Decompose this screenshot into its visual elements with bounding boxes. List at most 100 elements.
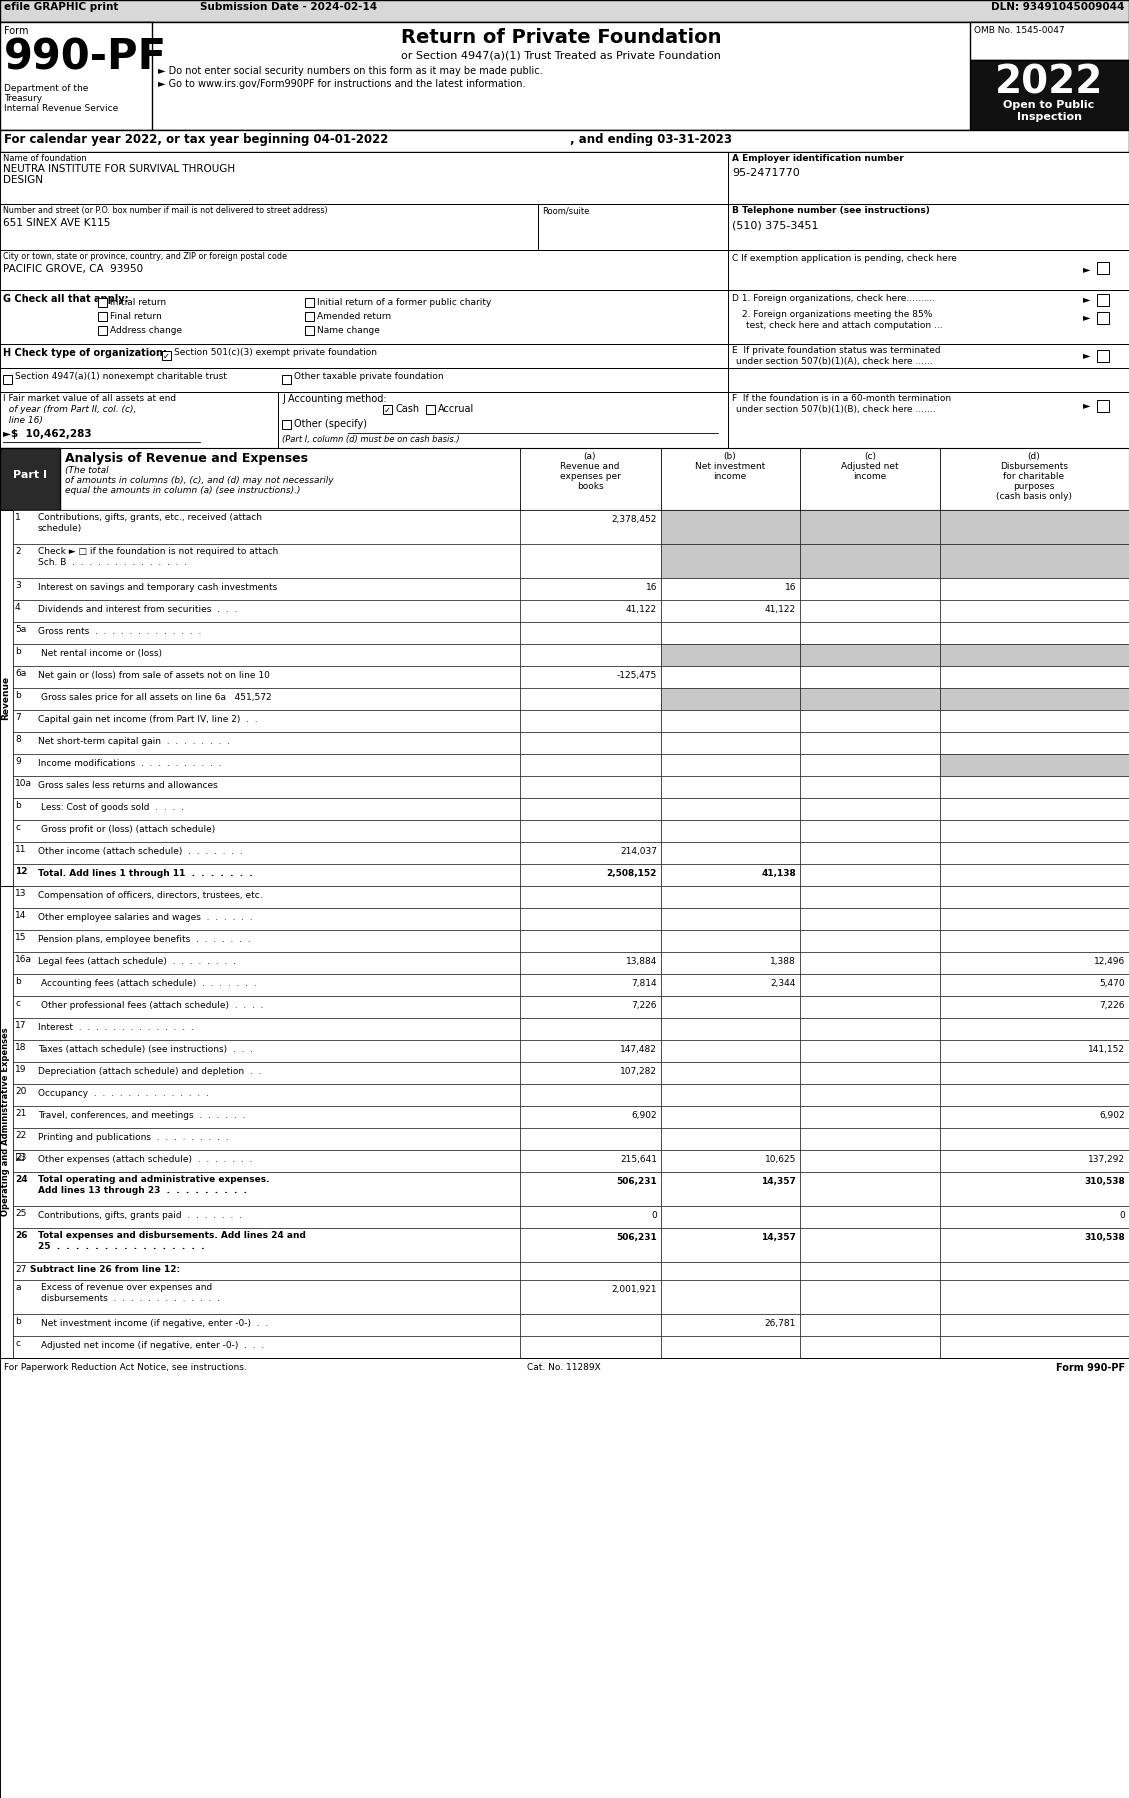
Text: 41,122: 41,122	[764, 604, 796, 613]
Bar	[3, 376, 12, 385]
Text: C If exemption application is pending, check here: C If exemption application is pending, c…	[732, 254, 957, 263]
Bar	[0, 153, 728, 203]
Text: ✓: ✓	[384, 406, 391, 415]
Bar	[1097, 295, 1109, 306]
Text: Section 4947(a)(1) nonexempt charitable trust: Section 4947(a)(1) nonexempt charitable …	[15, 372, 227, 381]
Bar	[520, 886, 660, 908]
Text: ►: ►	[1083, 295, 1091, 304]
Bar	[940, 1063, 1129, 1084]
Bar	[520, 601, 660, 622]
Text: (510) 375-3451: (510) 375-3451	[732, 219, 819, 230]
Bar	[940, 841, 1129, 865]
Text: (Part I, column (d) must be on cash basis.): (Part I, column (d) must be on cash basi…	[282, 435, 460, 444]
Bar	[800, 1151, 940, 1172]
Bar	[940, 1127, 1129, 1151]
Bar	[14, 975, 520, 996]
Bar	[520, 1280, 660, 1314]
Bar	[940, 1206, 1129, 1228]
Text: 3: 3	[15, 581, 20, 590]
Text: 2,344: 2,344	[771, 978, 796, 987]
Bar	[14, 732, 520, 753]
Bar	[14, 841, 520, 865]
Text: Accounting fees (attach schedule)  .  .  .  .  .  .  .: Accounting fees (attach schedule) . . . …	[41, 978, 256, 987]
Text: Gross profit or (loss) (attach schedule): Gross profit or (loss) (attach schedule)	[41, 825, 216, 834]
Text: I Fair market value of all assets at end: I Fair market value of all assets at end	[3, 394, 176, 403]
Text: ► Go to www.irs.gov/Form990PF for instructions and the latest information.: ► Go to www.irs.gov/Form990PF for instru…	[158, 79, 525, 88]
Bar	[728, 203, 1129, 250]
Bar	[0, 448, 1129, 511]
Bar	[1097, 351, 1109, 361]
Bar	[520, 1039, 660, 1063]
Bar	[940, 996, 1129, 1018]
Bar	[520, 1084, 660, 1106]
Bar	[800, 545, 940, 577]
Text: Compensation of officers, directors, trustees, etc.: Compensation of officers, directors, tru…	[38, 892, 263, 901]
Bar	[660, 1106, 800, 1127]
Bar	[278, 392, 728, 448]
Bar	[940, 865, 1129, 886]
Bar	[800, 1127, 940, 1151]
Text: Net short-term capital gain  .  .  .  .  .  .  .  .: Net short-term capital gain . . . . . . …	[38, 737, 230, 746]
Text: 15: 15	[15, 933, 26, 942]
Bar	[14, 1206, 520, 1228]
Bar	[660, 996, 800, 1018]
Text: 5a: 5a	[15, 626, 26, 635]
Text: 22: 22	[15, 1131, 26, 1140]
Bar	[0, 0, 1129, 22]
Bar	[14, 1280, 520, 1314]
Text: Amended return: Amended return	[317, 313, 391, 322]
Bar	[660, 820, 800, 841]
Text: G Check all that apply:: G Check all that apply:	[3, 295, 129, 304]
Text: Depreciation (attach schedule) and depletion  .  .: Depreciation (attach schedule) and deple…	[38, 1066, 262, 1075]
Bar	[800, 798, 940, 820]
Bar	[520, 665, 660, 689]
Bar	[660, 1151, 800, 1172]
Text: 141,152: 141,152	[1088, 1045, 1124, 1054]
Text: Capital gain net income (from Part IV, line 2)  .  .: Capital gain net income (from Part IV, l…	[38, 716, 257, 725]
Bar	[940, 798, 1129, 820]
Bar	[520, 1172, 660, 1206]
Bar	[520, 644, 660, 665]
Bar	[940, 951, 1129, 975]
Bar	[14, 1039, 520, 1063]
Text: (c): (c)	[864, 451, 876, 460]
Bar	[660, 511, 800, 545]
Bar	[940, 908, 1129, 930]
Bar	[520, 1262, 660, 1280]
Bar	[520, 1063, 660, 1084]
Bar	[520, 1106, 660, 1127]
Bar	[800, 841, 940, 865]
Text: Treasury: Treasury	[5, 93, 42, 102]
Bar	[970, 59, 1129, 129]
Bar	[728, 153, 1129, 203]
Text: 10a: 10a	[15, 779, 32, 788]
Bar	[14, 908, 520, 930]
Text: Inspection: Inspection	[1016, 111, 1082, 122]
Text: Other taxable private foundation: Other taxable private foundation	[294, 372, 444, 381]
Bar	[940, 1336, 1129, 1357]
Bar	[14, 689, 520, 710]
Text: (b): (b)	[724, 451, 736, 460]
Text: 6a: 6a	[15, 669, 26, 678]
Bar	[940, 511, 1129, 545]
Bar	[660, 545, 800, 577]
Bar	[800, 644, 940, 665]
Bar	[800, 1063, 940, 1084]
Bar	[14, 1063, 520, 1084]
Bar	[520, 577, 660, 601]
Bar	[940, 732, 1129, 753]
Bar	[800, 1172, 940, 1206]
Text: line 16): line 16)	[3, 415, 46, 424]
Text: Return of Private Foundation: Return of Private Foundation	[401, 29, 721, 47]
Bar	[0, 129, 1129, 153]
Text: 310,538: 310,538	[1084, 1233, 1124, 1242]
Text: Less: Cost of goods sold  .  .  .  .: Less: Cost of goods sold . . . .	[41, 804, 184, 813]
Bar	[282, 376, 291, 385]
Bar	[728, 250, 1129, 289]
Bar	[14, 1018, 520, 1039]
Text: income: income	[854, 473, 886, 482]
Bar	[660, 841, 800, 865]
Text: schedule): schedule)	[38, 523, 82, 532]
Bar	[14, 951, 520, 975]
Text: Occupancy  .  .  .  .  .  .  .  .  .  .  .  .  .  .: Occupancy . . . . . . . . . . . . . .	[38, 1090, 209, 1099]
